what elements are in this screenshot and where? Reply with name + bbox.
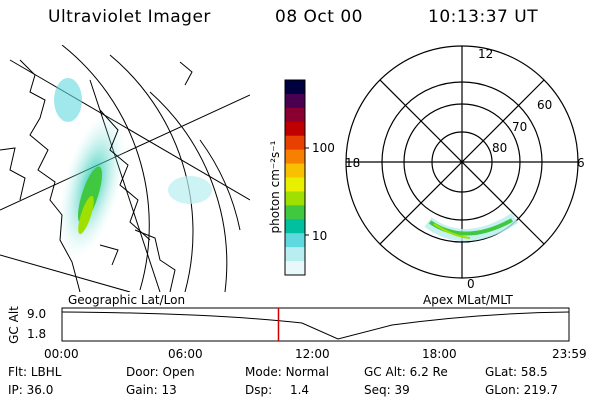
timeline-xtick-1200: 12:00 [295, 347, 330, 361]
latitude-circle [149, 91, 228, 292]
polar-outer-circle [345, 45, 579, 279]
status-ip-value: 36.0 [26, 383, 54, 397]
colorbar-segment [285, 177, 305, 192]
colorbar-segment [285, 219, 305, 234]
status-mode-value: Normal [285, 365, 329, 379]
polar-lat-circle [381, 81, 543, 243]
timeline-xtick-2359: 23:59 [552, 347, 587, 361]
apex-panel-label: Apex MLat/MLT [423, 293, 513, 307]
status-ip: IP: 36.0 [8, 383, 53, 397]
altitude-curve [61, 311, 570, 340]
status-seq-label: Seq: [364, 383, 391, 397]
status-gain-label: Gain: [126, 383, 158, 397]
status-filter: Flt: LBHL [8, 365, 61, 379]
status-door: Door: Open [126, 365, 195, 379]
meridian [0, 254, 131, 292]
status-gc-alt: GC Alt: 6.2 Re [364, 365, 448, 379]
colorbar-segment [285, 149, 305, 165]
colorbar-segment [285, 80, 305, 95]
colorbar-segment [285, 191, 305, 206]
coastline [0, 147, 26, 201]
polar-meridian [379, 79, 545, 245]
latitude-circle [61, 45, 150, 291]
timeline-ytick-low: 1.8 [27, 327, 47, 341]
coastline [99, 244, 119, 266]
colorbar-tick-100: 100 [312, 141, 335, 155]
status-seq: Seq: 39 [364, 383, 410, 397]
status-glat-value: 58.5 [520, 365, 548, 379]
status-dsp-label: Dsp: [245, 383, 273, 397]
colorbar-segment [285, 247, 305, 262]
status-filter-label: Flt: [8, 365, 27, 379]
mlt-label-0: 0 [467, 277, 475, 291]
timeline-xtick-0600: 06:00 [168, 347, 203, 361]
geographic-panel-label: Geographic Lat/Lon [68, 293, 186, 307]
status-dsp: Dsp: 1.4 [245, 383, 309, 397]
mlt-label-6: 6 [577, 156, 585, 170]
status-glat-label: GLat: [485, 365, 518, 379]
aurora-emission [54, 78, 212, 258]
status-glon-label: GLon: [485, 383, 520, 397]
status-door-label: Door: [126, 365, 159, 379]
status-glon: GLon: 219.7 [485, 383, 558, 397]
status-mode: Mode: Normal [245, 365, 329, 379]
altitude-timeline [61, 307, 570, 342]
colorbar-segment [285, 233, 305, 248]
coastline [99, 109, 151, 241]
colorbar-unit-label: photon cm⁻²s⁻¹ [268, 140, 282, 234]
colorbar-segment [285, 121, 305, 137]
timeline-xtick-1800: 18:00 [422, 347, 457, 361]
lat-label-70: 70 [512, 120, 528, 134]
mlt-label-18: 18 [345, 156, 361, 170]
mlt-label-12: 12 [478, 47, 494, 61]
colorbar-segment [285, 107, 305, 123]
meridian [9, 59, 250, 201]
meridian [89, 79, 161, 292]
status-dsp-value: 1.4 [289, 383, 310, 397]
status-glon-value: 219.7 [523, 383, 558, 397]
polar-lat-circle [431, 131, 493, 193]
latitude-circle [199, 139, 241, 231]
instrument-title: Ultraviolet Imager [48, 7, 211, 27]
status-gc-alt-label: GC Alt: [364, 365, 406, 379]
polar-meridian [379, 79, 545, 245]
color-bar [284, 79, 309, 276]
colorbar-segment [285, 93, 305, 109]
coastline [179, 61, 193, 86]
status-door-value: Open [162, 365, 195, 379]
polar-lat-circle [403, 103, 521, 221]
status-gc-alt-value: 6.2 Re [409, 365, 448, 379]
coastline [19, 59, 81, 292]
status-glat: GLat: 58.5 [485, 365, 548, 379]
observation-time: 10:13:37 UT [428, 7, 539, 27]
lat-label-60: 60 [537, 98, 553, 112]
status-ip-label: IP: [8, 383, 23, 397]
coastline [134, 229, 176, 292]
status-gain: Gain: 13 [126, 383, 177, 397]
status-mode-label: Mode: [245, 365, 282, 379]
colorbar-tick-10: 10 [312, 229, 328, 243]
timeline-axis-label: GC Alt [7, 306, 21, 344]
timeline-xtick-0000: 00:00 [44, 347, 79, 361]
meridian [0, 94, 250, 211]
colorbar-segment [285, 261, 305, 276]
status-filter-value: LBHL [30, 365, 62, 379]
timeline-ytick-high: 9.0 [27, 307, 47, 321]
polar-aurora-oval [424, 212, 519, 241]
status-gain-value: 13 [161, 383, 177, 397]
colorbar-segment [285, 163, 305, 178]
colorbar-segment [285, 205, 305, 220]
lat-label-80: 80 [492, 141, 508, 155]
observation-date: 08 Oct 00 [275, 7, 363, 27]
colorbar-segment [285, 135, 305, 151]
status-seq-value: 39 [394, 383, 410, 397]
latitude-circle [109, 54, 194, 292]
